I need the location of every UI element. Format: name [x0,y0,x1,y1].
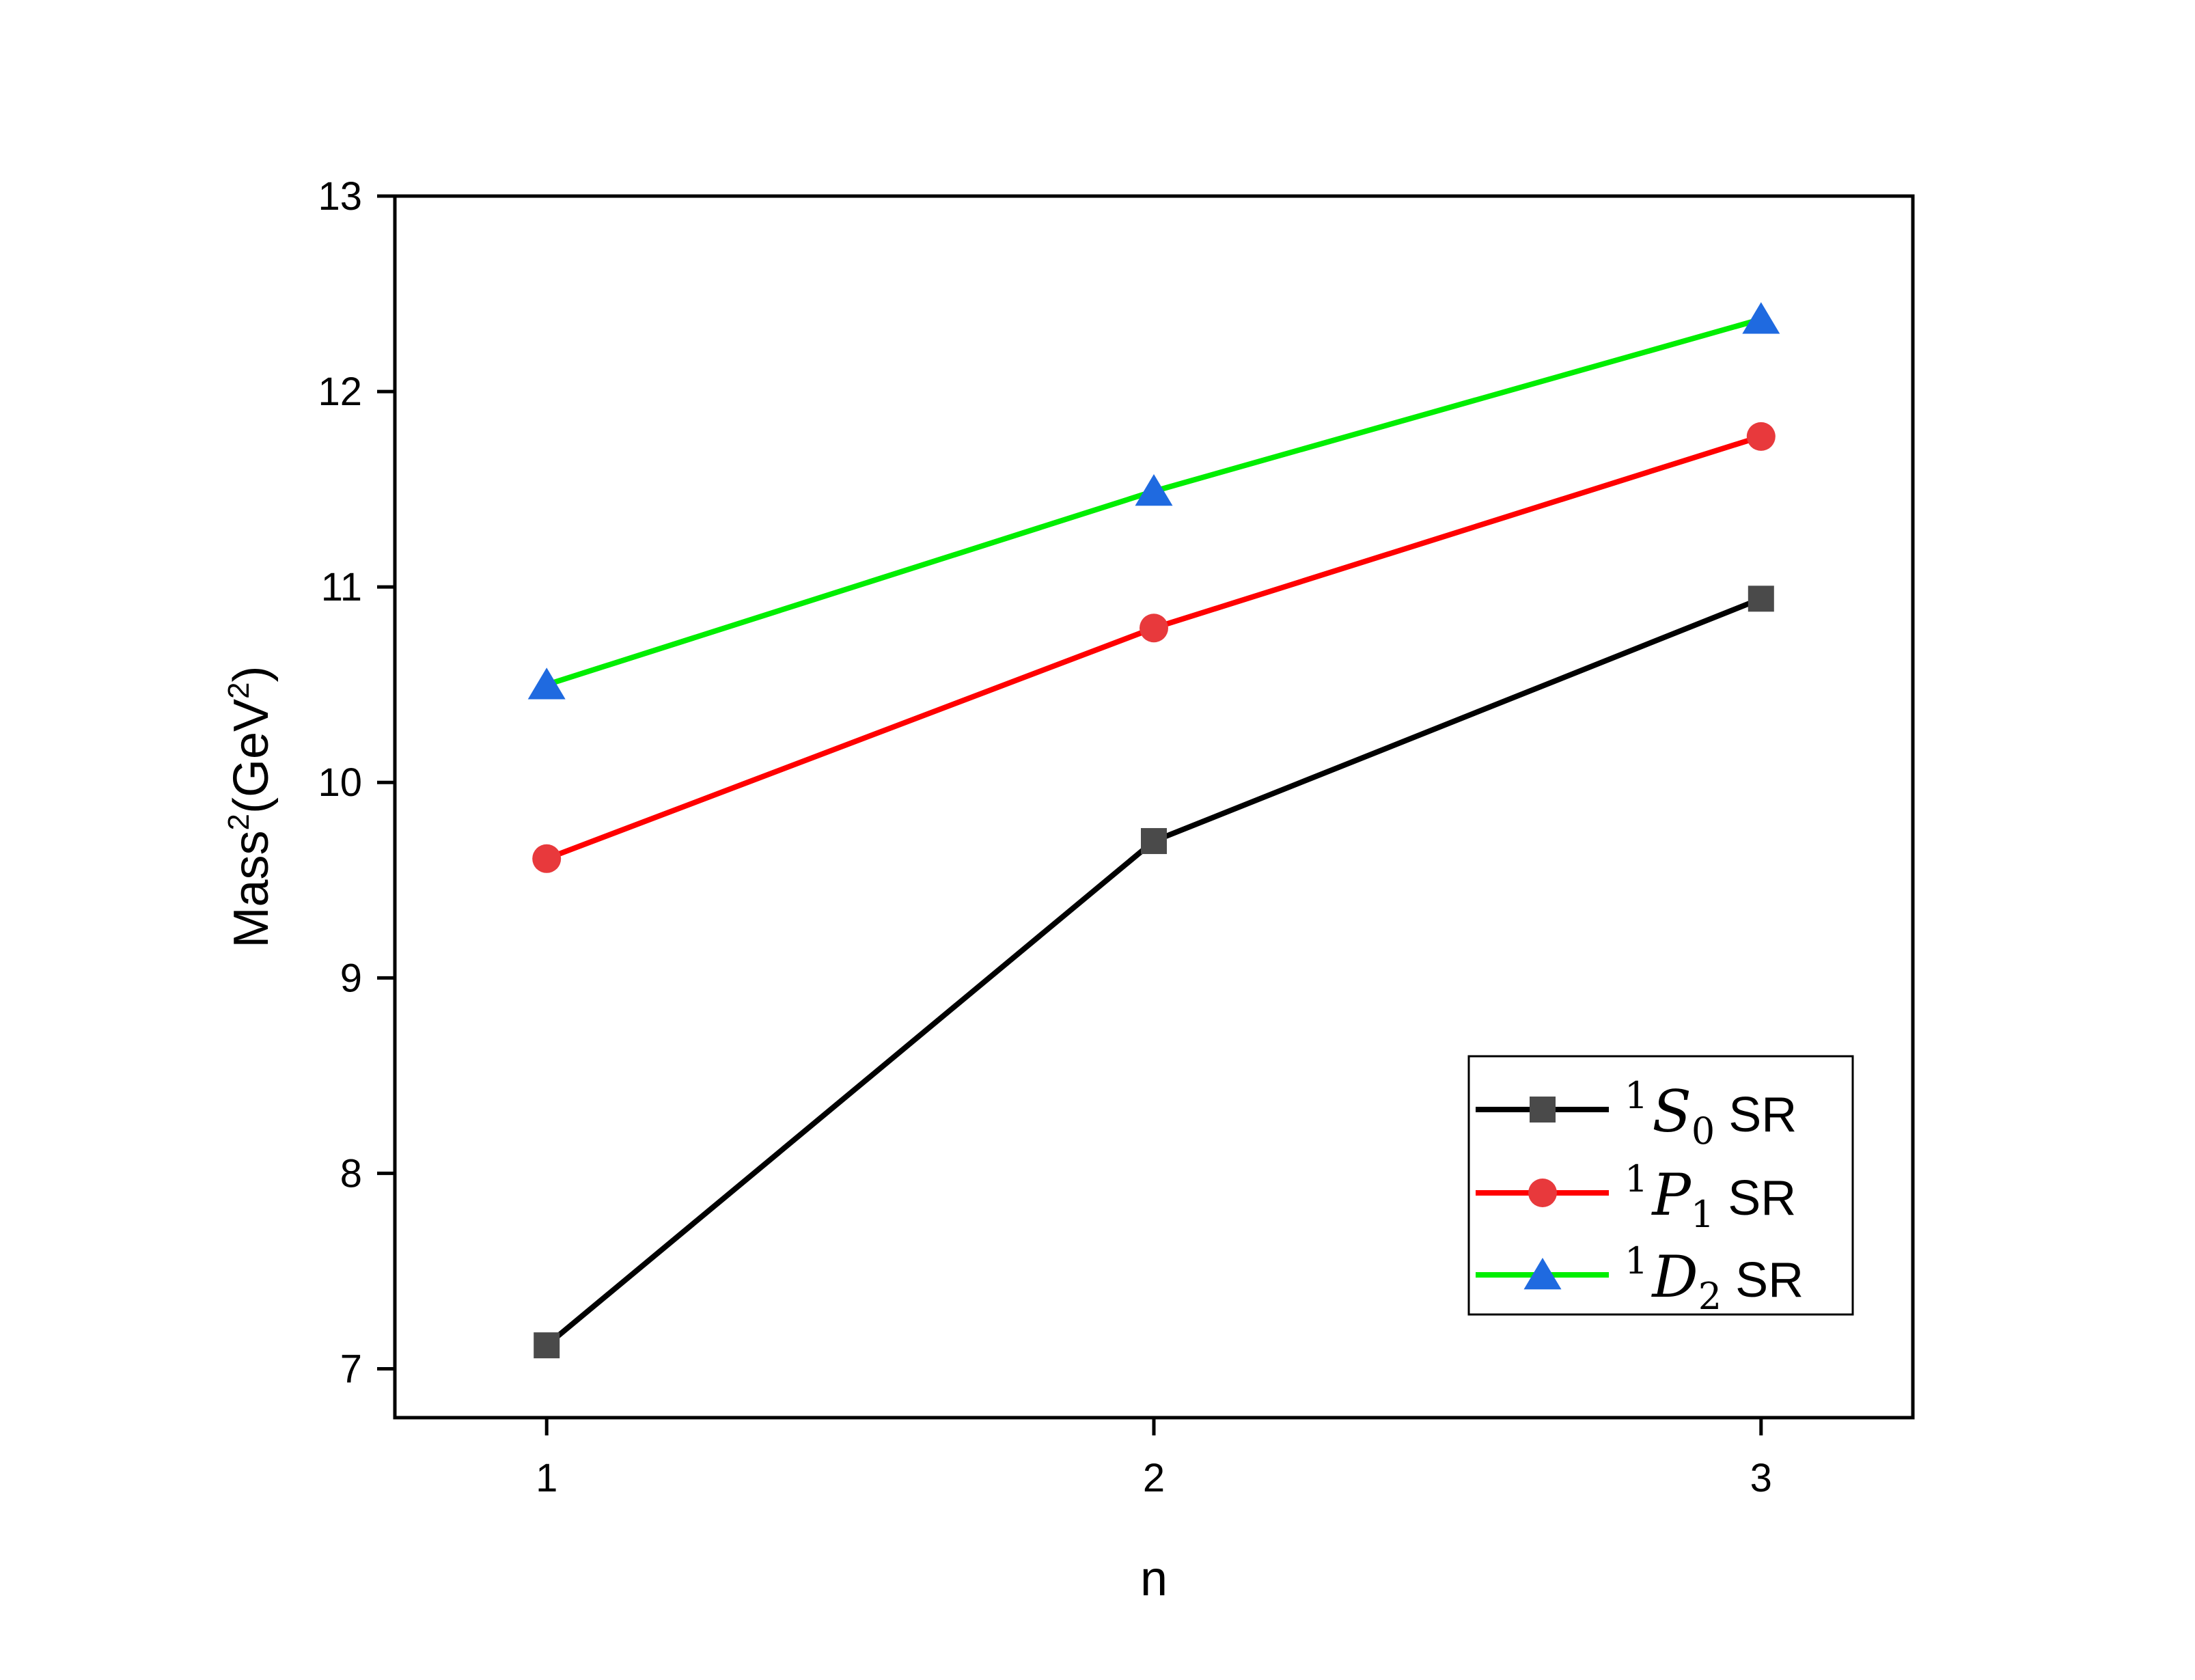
data-point [1746,422,1776,451]
y-axis-title-base: Mass [224,830,279,948]
y-tick-label: 8 [340,1151,362,1196]
y-tick-label: 9 [340,956,362,1000]
legend-label: 1P1 SR [1625,1157,1796,1236]
data-point [532,844,562,873]
data-point [1135,473,1173,506]
legend-marker [1528,1179,1557,1207]
series-layer [527,302,1780,1359]
x-tick-label: 2 [1143,1456,1165,1500]
legend-label: 1S0 SR [1625,1074,1797,1153]
svg-text:Mass2(GeV2): Mass2(GeV2) [222,665,279,948]
y-axis-title-sup: 2 [222,814,256,830]
x-tick-label: 3 [1750,1456,1772,1500]
x-tick-label: 1 [536,1456,557,1500]
data-point [1141,828,1167,855]
series-1 [534,586,1774,1359]
series-2 [532,422,1776,873]
x-axis: 1 2 3 [536,1418,1772,1500]
legend-entry: 1P1 SR [1476,1157,1796,1236]
data-point [534,1332,560,1359]
series-3 [527,302,1780,700]
y-tick-label: 10 [318,760,362,805]
legend-entry: 1D2 SR [1476,1239,1804,1318]
data-point [1140,614,1168,643]
data-point [1742,302,1780,334]
y-axis-title-unit-close: ) [224,665,279,682]
y-tick-label: 11 [321,565,362,609]
y-tick-label: 7 [340,1347,362,1391]
y-tick-label: 12 [318,370,362,414]
legend-entry: 1S0 SR [1476,1074,1797,1153]
y-axis-title-unit-sup: 2 [222,682,256,698]
y-tick-label: 13 [318,174,362,219]
y-axis: 7 8 9 10 11 12 13 [318,174,395,1391]
data-point [1748,586,1774,612]
y-axis-title: Mass2(GeV2) [222,665,279,948]
x-axis-title: n [1140,1552,1168,1606]
data-point [527,667,566,700]
legend-marker [1523,1258,1562,1290]
legend-label: 1D2 SR [1625,1239,1804,1318]
legend-marker [1530,1097,1556,1123]
y-axis-title-unit-open: (GeV [224,699,279,814]
